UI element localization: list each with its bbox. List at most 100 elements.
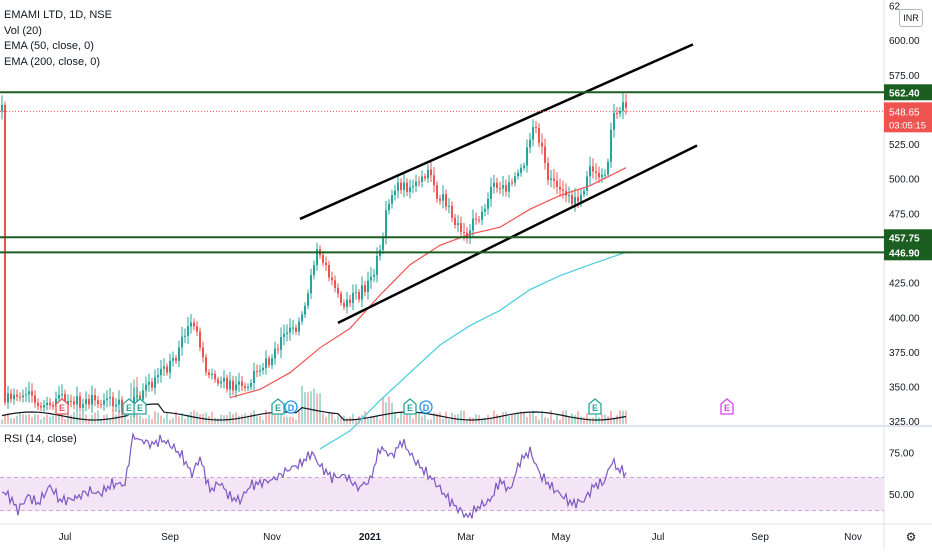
volume-bar — [289, 416, 291, 424]
volume-bar — [601, 414, 603, 424]
volume-bar — [613, 417, 615, 424]
volume-bar — [178, 416, 180, 424]
candle-body — [91, 394, 93, 405]
event-marker-label: E — [407, 403, 413, 413]
ema200-indicator-label[interactable]: EMA (200, close, 0) — [4, 55, 100, 68]
volume-bar — [481, 419, 483, 424]
rsi-indicator-label[interactable]: RSI (14, close) — [4, 433, 77, 445]
volume-bar — [367, 418, 369, 424]
candle-body — [403, 182, 405, 191]
candle-body — [580, 194, 582, 202]
candle-body — [121, 399, 123, 412]
volume-bar — [322, 413, 324, 424]
volume-bar — [400, 412, 402, 424]
candle-body — [463, 232, 465, 234]
candle-body — [421, 176, 423, 183]
volume-bar — [544, 417, 546, 424]
candle-body — [46, 402, 48, 406]
candle-body — [541, 142, 543, 147]
candle-body — [178, 347, 180, 361]
candle-body — [523, 165, 525, 168]
volume-bar — [532, 410, 534, 424]
x-tick-label: Jul — [652, 532, 665, 543]
volume-bar — [403, 415, 405, 424]
candle-body — [451, 205, 453, 218]
event-marker-label: D — [288, 403, 295, 413]
volume-bar — [559, 419, 561, 424]
volume-bar — [148, 415, 150, 424]
volume-bar — [28, 414, 30, 424]
x-tick-label: 2021 — [359, 532, 382, 543]
candle-body — [217, 379, 219, 384]
volume-bar — [541, 410, 543, 424]
candle-body — [304, 305, 306, 315]
rsi-tick-label: 50.00 — [889, 490, 914, 501]
volume-bar — [550, 410, 552, 424]
candle-body — [22, 395, 24, 398]
candle-body — [271, 358, 273, 366]
candle-body — [601, 174, 603, 178]
currency-badge[interactable]: INR — [899, 9, 923, 27]
candle-body — [478, 219, 480, 221]
candle-body — [295, 327, 297, 332]
volume-bar — [184, 419, 186, 424]
volume-bar — [490, 417, 492, 424]
candle-body — [391, 195, 393, 204]
volume-bar — [205, 412, 207, 424]
candle-body — [97, 400, 99, 405]
candle-body — [550, 178, 552, 180]
candle-body — [136, 395, 138, 397]
volume-bar — [160, 415, 162, 424]
candle-body — [562, 189, 564, 191]
volume-bar — [463, 410, 465, 424]
volume-bar — [265, 410, 267, 424]
candle-body — [166, 366, 168, 373]
vol-indicator-label[interactable]: Vol (20) — [4, 24, 42, 37]
candle-body — [292, 327, 294, 329]
volume-bar — [496, 414, 498, 424]
candle-body — [388, 203, 390, 211]
volume-bar — [61, 411, 63, 424]
candle-body — [583, 190, 585, 195]
volume-bar — [139, 415, 141, 424]
volume-bar — [109, 417, 111, 424]
y-tick-label: 325.00 — [889, 417, 920, 428]
candle-body — [457, 223, 459, 225]
volume-bar — [310, 391, 312, 424]
symbol-title[interactable]: EMAMI LTD, 1D, NSE — [4, 9, 112, 21]
gear-icon[interactable]: ⚙ — [905, 530, 917, 544]
ema50-indicator-label[interactable]: EMA (50, close, 0) — [4, 40, 94, 52]
y-tick-label: 575.00 — [889, 71, 920, 82]
x-tick-label: Sep — [161, 532, 179, 543]
volume-bar — [91, 414, 93, 424]
volume-bar — [574, 415, 576, 424]
volume-bar — [241, 415, 243, 424]
volume-bar — [448, 419, 450, 424]
volume-bar — [388, 396, 390, 424]
candle-body — [508, 182, 510, 192]
candle-body — [619, 110, 621, 114]
volume-bar — [538, 419, 540, 424]
volume-bar — [325, 417, 327, 424]
candle-body — [490, 186, 492, 199]
volume-bar — [583, 417, 585, 424]
volume-bar — [295, 419, 297, 424]
volume-bar — [94, 412, 96, 424]
volume-bar — [319, 393, 321, 424]
volume-bar — [244, 413, 246, 424]
volume-bar — [79, 412, 81, 424]
candle-body — [418, 181, 420, 183]
volume-bar — [406, 412, 408, 424]
price-level-tag — [884, 244, 932, 261]
candle-body — [514, 176, 516, 183]
candle-body — [88, 399, 90, 405]
volume-bar — [508, 416, 510, 424]
event-marker-label: E — [137, 403, 143, 413]
candle-body — [25, 394, 27, 396]
candle-body — [367, 280, 369, 292]
volume-bar — [412, 418, 414, 424]
candle-body — [484, 208, 486, 212]
